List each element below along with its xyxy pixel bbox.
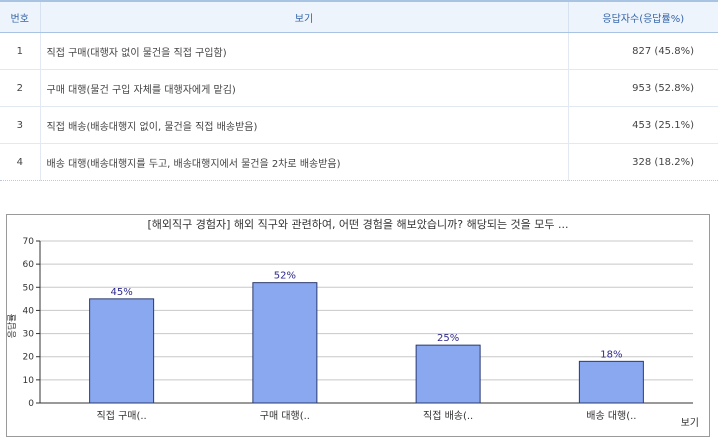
header-number: 번호 — [0, 0, 41, 33]
x-tick-label: 구매 대행(.. — [260, 410, 310, 422]
y-tick-label: 30 — [23, 330, 35, 340]
x-tick-label: 배송 대행(.. — [586, 410, 636, 422]
table-row: 2 구매 대행(물건 구입 자체를 대행자에게 맡김) 953 (52.8%) — [0, 69, 718, 107]
bar — [252, 282, 318, 404]
bar-value-label: 45% — [111, 287, 133, 298]
row-option: 직접 배송(배송대행지 없이, 물건을 직접 배송받음) — [40, 106, 569, 144]
y-tick-label: 60 — [23, 260, 35, 270]
y-axis-label: 응답률 — [7, 314, 18, 339]
row-number: 3 — [0, 106, 41, 144]
x-tick-label: 직접 배송(.. — [423, 410, 473, 422]
table-row: 4 배송 대행(배송대행지를 두고, 배송대행지에서 물건을 2차로 배송받음)… — [0, 143, 718, 181]
header-result: 응답자수(응답률%) — [568, 0, 718, 33]
bar-value-label: 25% — [437, 333, 459, 344]
y-tick-label: 0 — [28, 399, 34, 409]
bar — [415, 344, 481, 404]
row-option: 배송 대행(배송대행지를 두고, 배송대행지에서 물건을 2차로 배송받음) — [40, 143, 569, 181]
table-row: 1 직접 구매(대행자 없이 물건을 직접 구입함) 827 (45.8%) — [0, 32, 718, 70]
y-tick-label: 70 — [23, 237, 35, 247]
chart-title: [해외직구 경험자] 해외 직구와 관련하여, 어떤 경험을 해보았습니까? 해… — [147, 218, 569, 231]
header-option: 보기 — [40, 0, 569, 33]
row-result: 827 (45.8%) — [568, 32, 718, 70]
row-number: 2 — [0, 69, 41, 107]
chart-panel: [해외직구 경험자] 해외 직구와 관련하여, 어떤 경험을 해보았습니까? 해… — [6, 214, 710, 437]
survey-results-table: 번호 보기 응답자수(응답률%) 1 직접 구매(대행자 없이 물건을 직접 구… — [0, 0, 718, 181]
y-tick-label: 40 — [23, 306, 35, 316]
table-header-row: 번호 보기 응답자수(응답률%) — [0, 0, 718, 33]
row-option: 구매 대행(물건 구입 자체를 대행자에게 맡김) — [40, 69, 569, 107]
y-tick-label: 20 — [23, 353, 35, 363]
x-tick-label: 직접 구매(.. — [97, 410, 147, 422]
y-tick-label: 10 — [23, 376, 35, 386]
row-option: 직접 구매(대행자 없이 물건을 직접 구입함) — [40, 32, 569, 70]
row-result: 953 (52.8%) — [568, 69, 718, 107]
bar-chart: 0 10 20 30 40 50 60 70 45% 직접 구매(.. 52% 구매 대행(.. 25%… — [7, 237, 699, 429]
bar-value-label: 18% — [600, 349, 622, 360]
table-row: 3 직접 배송(배송대행지 없이, 물건을 직접 배송받음) 453 (25.1… — [0, 106, 718, 144]
row-result: 328 (18.2%) — [568, 143, 718, 181]
y-tick-label: 50 — [23, 283, 35, 293]
row-number: 4 — [0, 143, 41, 181]
bar — [89, 298, 155, 404]
x-axis-label: 보기 — [681, 417, 699, 429]
row-number: 1 — [0, 32, 41, 70]
row-result: 453 (25.1%) — [568, 106, 718, 144]
bar-value-label: 52% — [274, 271, 296, 282]
bar — [578, 360, 644, 404]
